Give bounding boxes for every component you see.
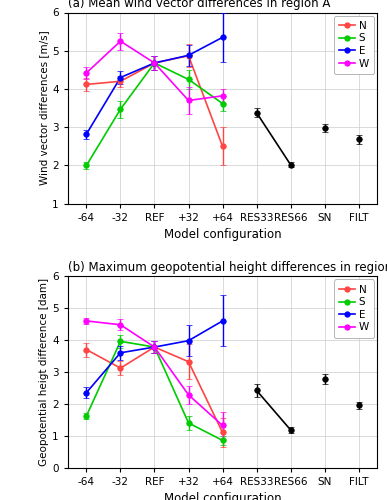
X-axis label: Model configuration: Model configuration — [164, 228, 281, 241]
X-axis label: Model configuration: Model configuration — [164, 492, 281, 500]
Text: (b) Maximum geopotential height differences in region B: (b) Maximum geopotential height differen… — [68, 261, 387, 274]
Legend: N, S, E, W: N, S, E, W — [334, 16, 374, 74]
Text: (a) Mean wind vector differences in region A: (a) Mean wind vector differences in regi… — [68, 0, 330, 10]
Legend: N, S, E, W: N, S, E, W — [334, 280, 374, 338]
Y-axis label: Wind vector differences [m/s]: Wind vector differences [m/s] — [39, 30, 49, 186]
Y-axis label: Geopotential heigt difference [dam]: Geopotential heigt difference [dam] — [39, 278, 49, 466]
